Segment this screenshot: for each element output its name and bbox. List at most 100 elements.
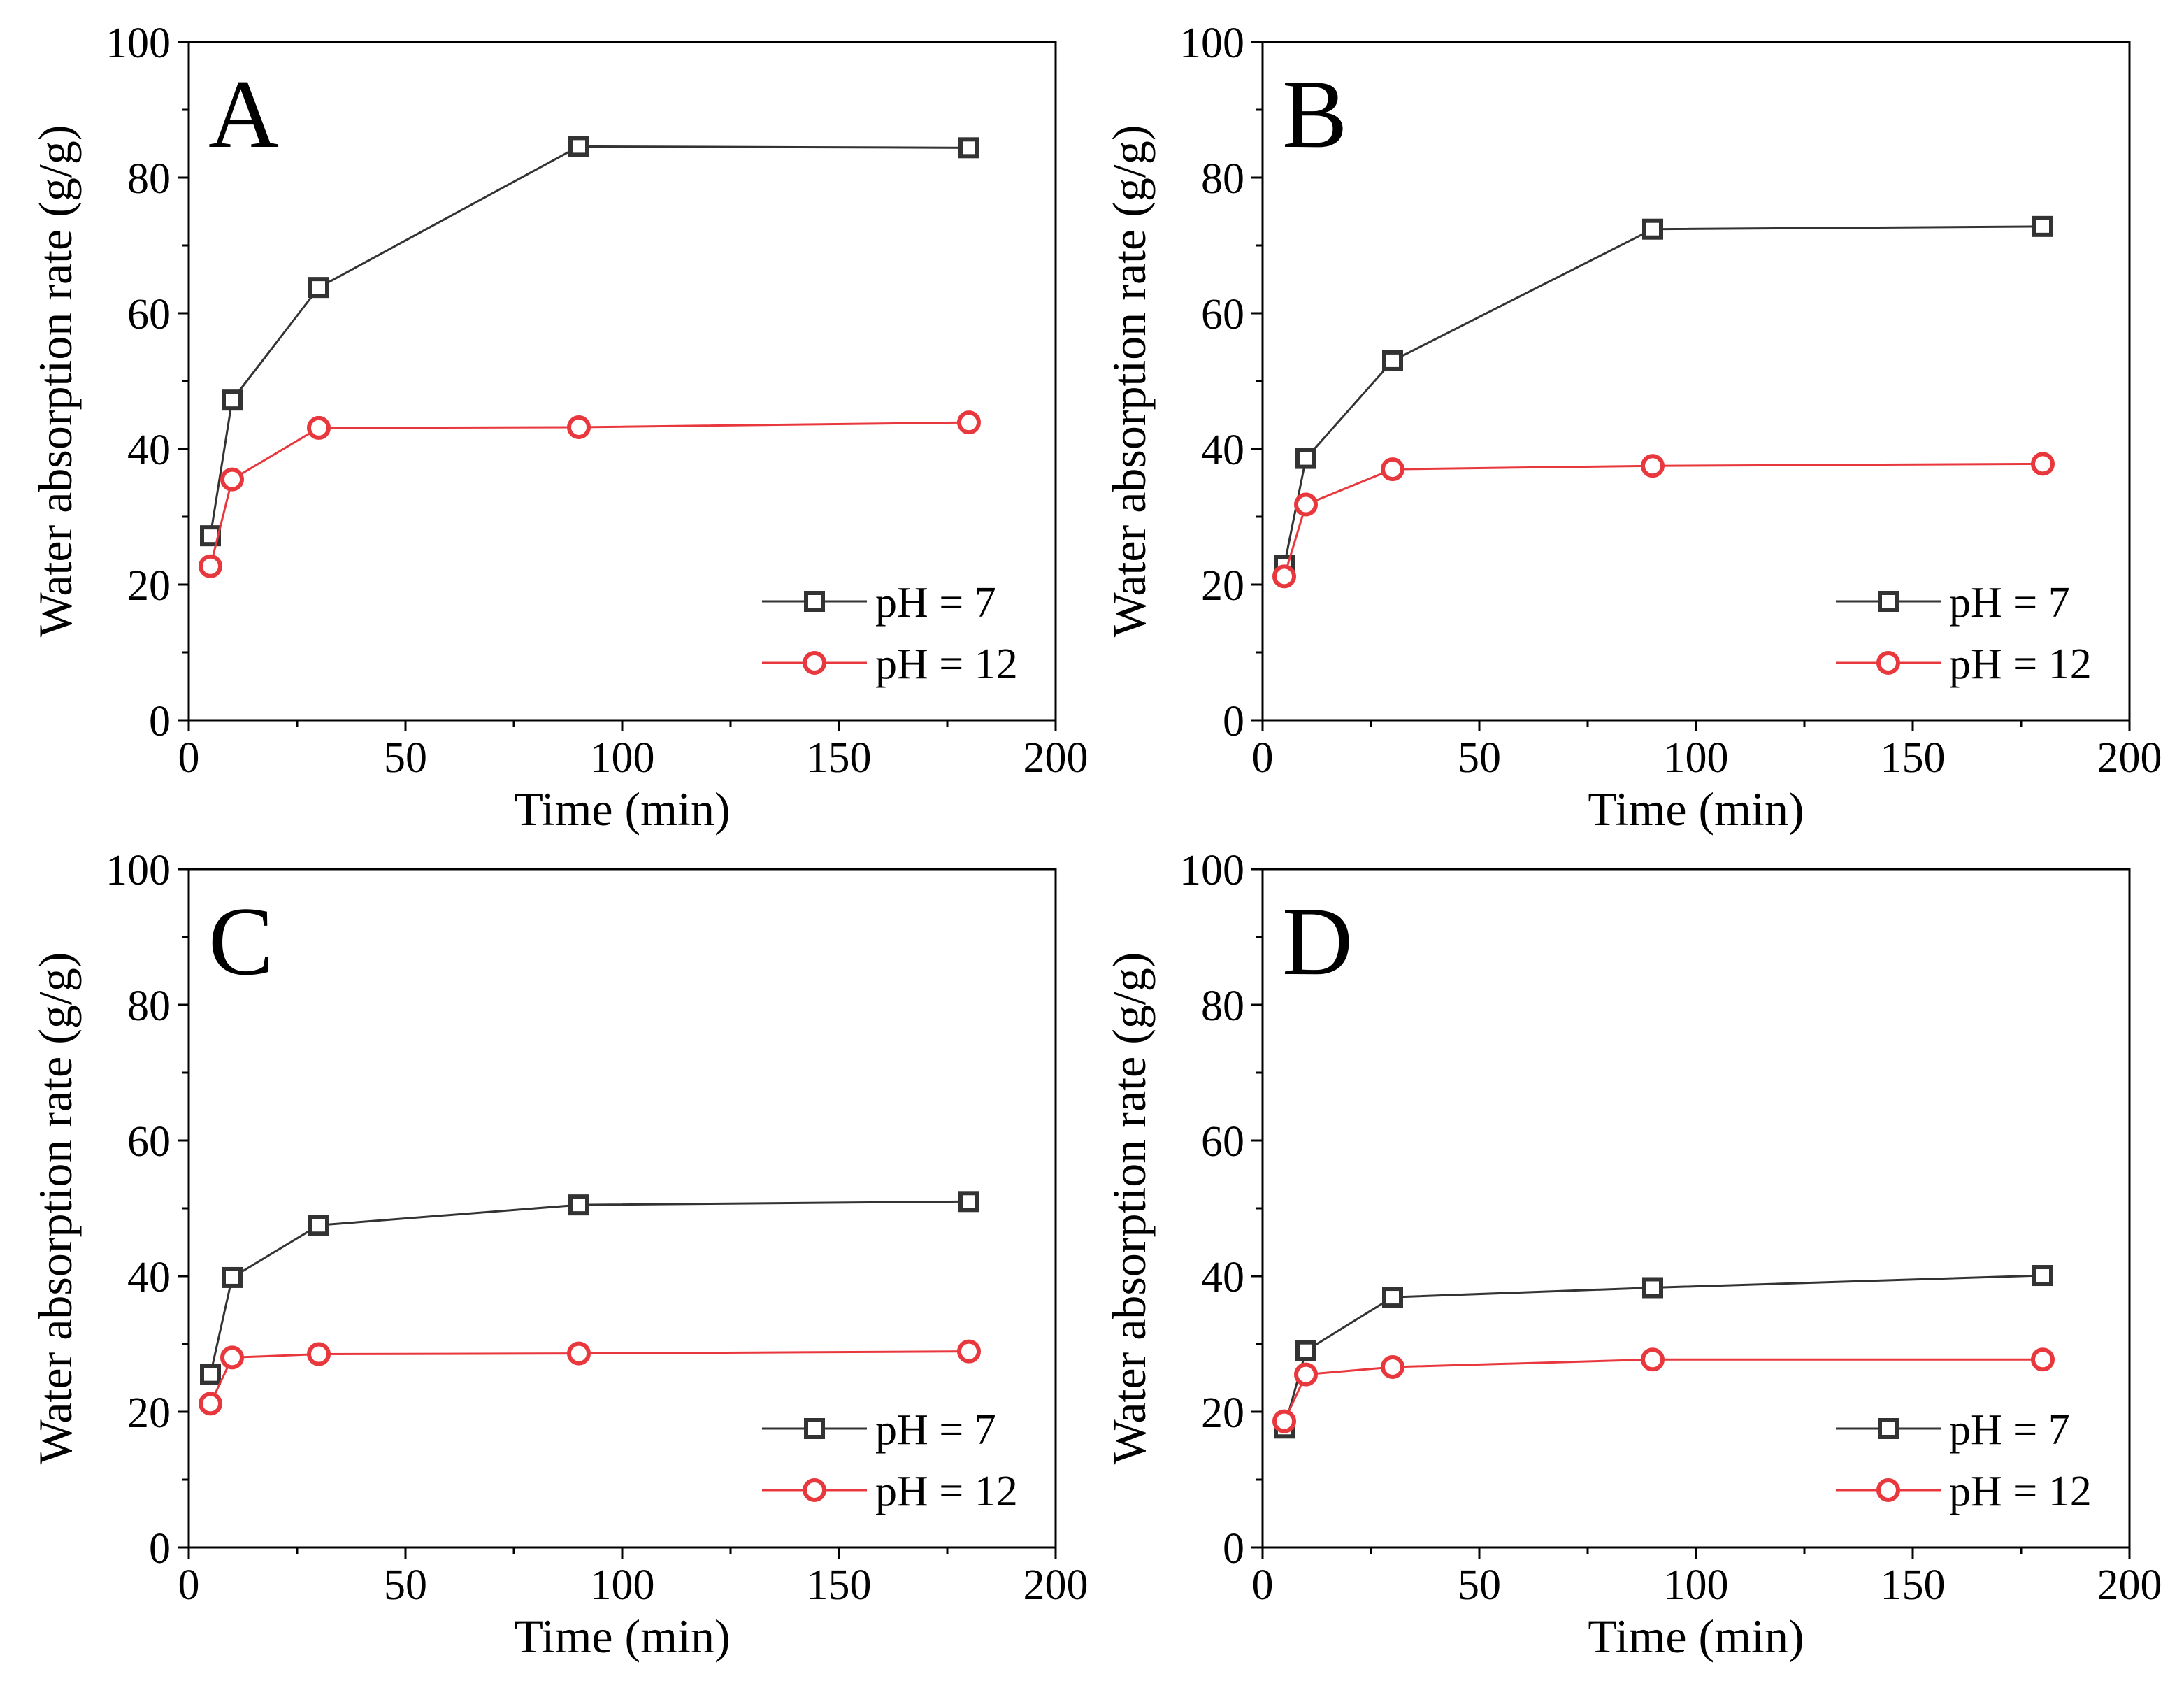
y-tick-label: 40: [1201, 1254, 1244, 1301]
data-point-square: [308, 277, 329, 299]
y-tick-label: 20: [1201, 1389, 1244, 1437]
data-point-square: [222, 389, 243, 411]
data-point-circle: [199, 1392, 222, 1416]
legend: pH = 7 pH = 12: [762, 1406, 1018, 1515]
legend-marker-circle: [1876, 1478, 1900, 1502]
x-tick-label: 150: [807, 1561, 872, 1609]
y-axis-label: Water absorption rate (g/g): [29, 952, 82, 1465]
data-point-circle: [1381, 457, 1404, 482]
data-point-circle: [1381, 1354, 1404, 1379]
data-point-square: [2032, 1265, 2053, 1287]
x-tick-label: 150: [1881, 1561, 1946, 1609]
data-point-square: [568, 136, 589, 157]
x-axis-label: Time (min): [514, 1610, 730, 1663]
panel-d: 0 20 40 60 80 100 0 50 100 150 200 Time (min) Water …: [1102, 847, 2162, 1663]
legend-entry: pH = 7: [762, 1406, 996, 1454]
series-ph7: [200, 1191, 979, 1385]
y-tick-label: 60: [127, 1118, 171, 1166]
legend-label: pH = 12: [875, 1468, 1018, 1515]
series-ph12: [199, 1339, 981, 1416]
y-tick-label: 100: [1179, 20, 1244, 67]
y-tick-label: 0: [149, 1525, 171, 1573]
y-tick-label: 80: [127, 155, 171, 203]
data-point-circle: [957, 1339, 981, 1364]
x-tick-label: 100: [590, 1561, 655, 1609]
legend-entry: pH = 12: [1836, 1468, 2092, 1515]
data-point-circle: [957, 410, 981, 435]
panel-label: D: [1282, 887, 1353, 996]
legend-marker-circle: [803, 651, 826, 675]
x-axis-label: Time (min): [1588, 1610, 1804, 1663]
y-tick-label: 100: [106, 847, 171, 894]
legend-label: pH = 7: [1949, 579, 2070, 627]
y-tick-label: 40: [127, 427, 171, 474]
legend-label: pH = 12: [875, 641, 1018, 688]
legend-entry: pH = 7: [1836, 579, 2070, 627]
data-point-square: [958, 137, 979, 159]
legend-marker-square: [804, 1418, 825, 1439]
y-tick-label: 100: [106, 20, 171, 67]
legend-label: pH = 12: [1949, 1468, 2092, 1515]
y-tick-label: 20: [127, 562, 171, 610]
y-tick-label: 60: [1201, 1118, 1244, 1166]
y-axis-label: Water absorption rate (g/g): [29, 125, 82, 638]
x-tick-label: 150: [1881, 734, 1946, 782]
x-axis-label: Time (min): [1588, 782, 1804, 836]
data-point-circle: [2031, 452, 2055, 476]
data-point-circle: [1272, 564, 1296, 589]
legend: pH = 7 pH = 12: [1836, 1406, 2092, 1515]
series-ph12: [1272, 452, 2055, 589]
data-point-square: [1642, 1277, 1663, 1299]
data-point-square: [568, 1194, 589, 1216]
y-tick-label: 80: [127, 982, 171, 1030]
series-ph7: [1274, 215, 2053, 576]
x-tick-label: 50: [384, 1561, 427, 1609]
x-tick-label: 100: [1664, 1561, 1729, 1609]
legend-entry: pH = 7: [1836, 1406, 2070, 1454]
y-tick-label: 80: [1201, 155, 1244, 203]
legend-entry: pH = 7: [762, 579, 996, 627]
panel-a: 0 20 40 60 80 100 0 50 100 150 200 Time (min) Water …: [29, 20, 1089, 836]
data-point-square: [1382, 1287, 1403, 1308]
data-point-circle: [567, 415, 591, 439]
data-point-circle: [307, 415, 331, 440]
x-tick-label: 0: [1252, 734, 1274, 782]
data-point-circle: [1641, 1347, 1665, 1372]
y-tick-label: 100: [1179, 847, 1244, 894]
data-point-circle: [2031, 1347, 2055, 1372]
x-tick-label: 200: [1023, 734, 1089, 782]
y-tick-label: 20: [1201, 562, 1244, 610]
y-axis-label: Water absorption rate (g/g): [1102, 125, 1156, 638]
y-tick-label: 40: [127, 1254, 171, 1301]
legend: pH = 7 pH = 12: [762, 579, 1018, 688]
data-point-square: [1642, 218, 1663, 240]
y-tick-label: 0: [1223, 698, 1244, 745]
legend-marker-square: [804, 591, 825, 612]
legend-marker-square: [1878, 1418, 1899, 1439]
data-point-square: [1295, 1340, 1316, 1361]
x-tick-label: 200: [1023, 1561, 1089, 1609]
y-tick-label: 20: [127, 1389, 171, 1437]
data-point-circle: [1294, 492, 1318, 517]
data-point-square: [2032, 215, 2053, 237]
data-point-square: [1382, 350, 1403, 371]
x-tick-label: 200: [2097, 734, 2162, 782]
panel-label: B: [1282, 60, 1347, 169]
legend-label: pH = 7: [875, 579, 996, 627]
data-point-square: [200, 1364, 221, 1385]
series-line: [1283, 462, 2043, 577]
data-point-square: [1295, 448, 1316, 469]
series-ph7: [200, 136, 979, 547]
x-tick-label: 50: [1458, 1561, 1501, 1609]
x-tick-label: 0: [178, 1561, 200, 1609]
legend-label: pH = 12: [1949, 641, 2092, 688]
x-tick-label: 0: [178, 734, 200, 782]
panel-b: 0 20 40 60 80 100 0 50 100 150 200 Time (min) Water …: [1102, 20, 2162, 836]
panel-label: A: [208, 60, 279, 169]
y-tick-label: 60: [127, 291, 171, 338]
data-point-square: [308, 1215, 329, 1236]
series-ph12: [1272, 1347, 2055, 1433]
data-point-circle: [1641, 454, 1665, 478]
x-axis-label: Time (min): [514, 782, 730, 836]
